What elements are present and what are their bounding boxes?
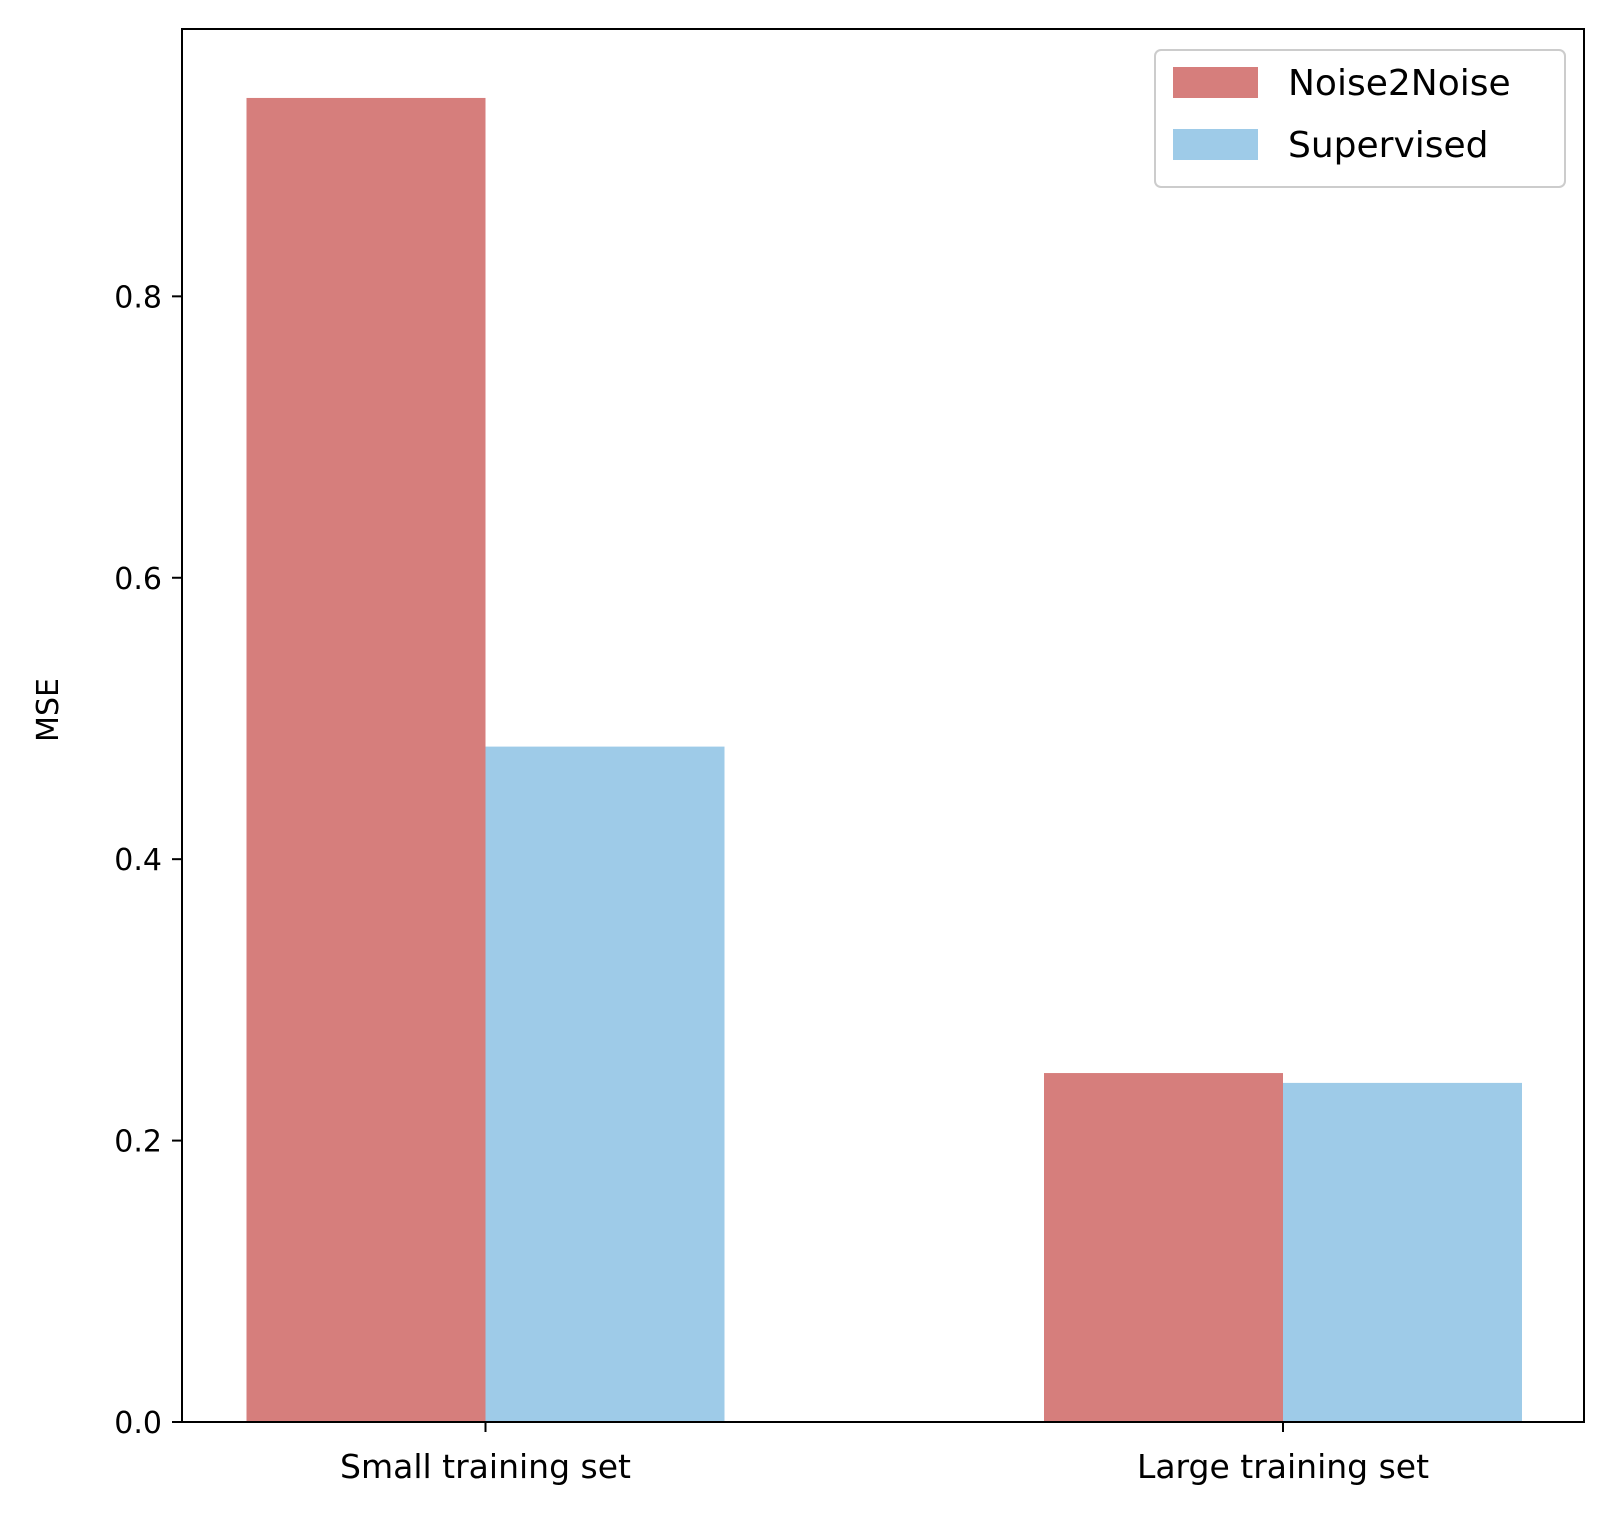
bar-noise2noise-0 bbox=[246, 97, 486, 1423]
axes-frame bbox=[181, 28, 1585, 1423]
x-tick-label: Large training set bbox=[1137, 1447, 1429, 1486]
y-axis-label: MSE bbox=[31, 678, 66, 742]
y-tick-label: 0.4 bbox=[114, 843, 162, 878]
bars-layer bbox=[246, 97, 1522, 1423]
bar-supervised-1 bbox=[1283, 1082, 1522, 1422]
legend-label-0: Noise2Noise bbox=[1288, 63, 1511, 104]
x-tick-label: Small training set bbox=[340, 1447, 631, 1486]
axes-layer: 0.0 0.2 0.4 0.6 0.8 Small training set Large t… bbox=[114, 28, 1585, 1486]
y-tick-label: 0.0 bbox=[114, 1406, 162, 1441]
legend-swatch-0 bbox=[1173, 67, 1258, 98]
y-tick-label: 0.8 bbox=[114, 280, 162, 315]
y-tick-label: 0.6 bbox=[114, 562, 162, 597]
bar-supervised-0 bbox=[485, 746, 725, 1422]
y-tick-label: 0.2 bbox=[114, 1125, 162, 1160]
legend: Noise2Noise Supervised bbox=[1154, 49, 1566, 188]
legend-swatch-1 bbox=[1173, 129, 1258, 160]
legend-label-1: Supervised bbox=[1288, 125, 1489, 166]
bar-noise2noise-1 bbox=[1044, 1073, 1283, 1422]
